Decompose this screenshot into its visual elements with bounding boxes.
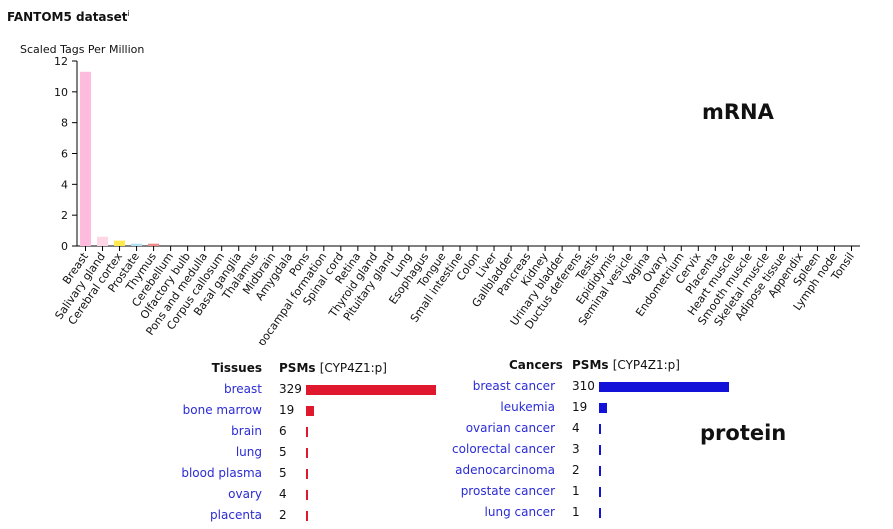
y-tick-label: 6 bbox=[61, 148, 68, 161]
chart-title: FANTOM5 dataseti bbox=[7, 9, 130, 24]
row-psm-value: 2 bbox=[572, 463, 580, 477]
row-psm-value: 4 bbox=[279, 487, 287, 501]
table-row: ovary 4 bbox=[0, 487, 460, 508]
row-name-link[interactable]: leukemia bbox=[500, 400, 555, 414]
row-name-link[interactable]: prostate cancer bbox=[460, 484, 555, 498]
cancers-psm-header: PSMs [CYP4Z1:p] bbox=[572, 358, 680, 372]
tissues-header: Tissues bbox=[211, 361, 262, 375]
row-psm-value: 3 bbox=[572, 442, 580, 456]
row-psm-bar bbox=[599, 403, 607, 413]
table-row: colorectal cancer 3 bbox=[0, 442, 893, 463]
row-psm-value: 4 bbox=[572, 421, 580, 435]
row-psm-bar bbox=[599, 508, 601, 518]
row-psm-bar bbox=[599, 424, 601, 434]
row-psm-value: 310 bbox=[572, 379, 595, 393]
row-name-link[interactable]: brain bbox=[231, 424, 262, 438]
table-row: brain 6 bbox=[0, 424, 460, 445]
row-psm-value: 6 bbox=[279, 424, 287, 438]
row-psm-bar bbox=[306, 406, 314, 416]
row-name-link[interactable]: ovarian cancer bbox=[465, 421, 555, 435]
row-psm-value: 19 bbox=[572, 400, 588, 414]
row-psm-bar bbox=[306, 511, 308, 521]
y-tick-label: 12 bbox=[54, 55, 68, 68]
psm-label: PSMs bbox=[572, 358, 609, 372]
row-psm-bar bbox=[306, 469, 308, 479]
row-psm-bar bbox=[599, 445, 601, 455]
mrna-label: mRNA bbox=[702, 100, 774, 124]
psm-unit: [CYP4Z1:p] bbox=[612, 358, 680, 372]
bar-prostate[interactable] bbox=[131, 243, 143, 246]
y-axis-label: Scaled Tags Per Million bbox=[20, 43, 144, 56]
y-tick-label: 10 bbox=[54, 86, 68, 99]
row-name-link[interactable]: colorectal cancer bbox=[452, 442, 555, 456]
row-psm-value: 19 bbox=[279, 403, 295, 417]
table-row: blood plasma 5 bbox=[0, 466, 460, 487]
cancers-header: Cancers bbox=[509, 358, 563, 372]
table-row: lung cancer 1 bbox=[0, 505, 893, 526]
bar-breast[interactable] bbox=[80, 71, 92, 247]
y-tick-label: 8 bbox=[61, 117, 68, 130]
tissues-table: Tissues PSMs [CYP4Z1:p] breast 329 bone ma… bbox=[0, 361, 460, 529]
row-psm-value: 1 bbox=[572, 505, 580, 519]
table-row: adenocarcinoma 2 bbox=[0, 463, 893, 484]
table-row: prostate cancer 1 bbox=[0, 484, 893, 505]
bar-cerebral-cortex[interactable] bbox=[114, 240, 126, 246]
mrna-bar-chart: Scaled Tags Per Million 0 2 4 6 8 10 12 Breast… bbox=[20, 43, 860, 345]
bar-salivary-gland[interactable] bbox=[97, 236, 109, 246]
row-name-link[interactable]: breast cancer bbox=[472, 379, 555, 393]
table-row: bone marrow 19 bbox=[0, 403, 460, 424]
row-psm-bar bbox=[599, 466, 601, 476]
row-name-link[interactable]: blood plasma bbox=[181, 466, 262, 480]
table-row: lung 5 bbox=[0, 445, 460, 466]
row-name-link[interactable]: placenta bbox=[210, 508, 262, 522]
tissues-psm-header: PSMs [CYP4Z1:p] bbox=[279, 361, 387, 375]
cancers-table: Cancers PSMs [CYP4Z1:p] breast cancer 310… bbox=[0, 358, 893, 529]
table-row: ovarian cancer 4 bbox=[0, 421, 893, 442]
row-psm-value: 5 bbox=[279, 445, 287, 459]
psm-label: PSMs bbox=[279, 361, 316, 375]
row-psm-value: 2 bbox=[279, 508, 287, 522]
chart-axes: 0 2 4 6 8 10 12 bbox=[54, 55, 860, 253]
row-psm-bar bbox=[306, 385, 436, 395]
protein-label: protein bbox=[700, 421, 787, 445]
psm-unit: [CYP4Z1:p] bbox=[319, 361, 387, 375]
table-row: leukemia 19 bbox=[0, 400, 893, 421]
table-row: breast cancer 310 bbox=[0, 379, 893, 400]
table-row: placenta 2 bbox=[0, 508, 460, 529]
row-psm-bar bbox=[599, 382, 729, 392]
y-tick-label: 0 bbox=[61, 240, 68, 253]
y-tick-label: 4 bbox=[61, 178, 68, 191]
y-tick-label: 2 bbox=[61, 209, 68, 222]
info-icon[interactable]: i bbox=[127, 9, 130, 18]
row-name-link[interactable]: lung cancer bbox=[484, 505, 555, 519]
row-name-link[interactable]: bone marrow bbox=[182, 403, 262, 417]
row-name-link[interactable]: ovary bbox=[228, 487, 262, 501]
row-name-link[interactable]: breast bbox=[224, 382, 262, 396]
row-psm-value: 5 bbox=[279, 466, 287, 480]
row-name-link[interactable]: adenocarcinoma bbox=[455, 463, 555, 477]
row-psm-bar bbox=[306, 448, 308, 458]
bar-thymus[interactable] bbox=[148, 243, 160, 246]
row-name-link[interactable]: lung bbox=[235, 445, 262, 459]
chart-bars bbox=[80, 71, 160, 247]
table-row: breast 329 bbox=[0, 382, 460, 403]
chart-title-text: FANTOM5 dataset bbox=[7, 10, 128, 24]
row-psm-bar bbox=[306, 490, 308, 500]
row-psm-bar bbox=[306, 427, 309, 437]
row-psm-value: 329 bbox=[279, 382, 302, 396]
row-psm-bar bbox=[599, 487, 601, 497]
row-psm-value: 1 bbox=[572, 484, 580, 498]
